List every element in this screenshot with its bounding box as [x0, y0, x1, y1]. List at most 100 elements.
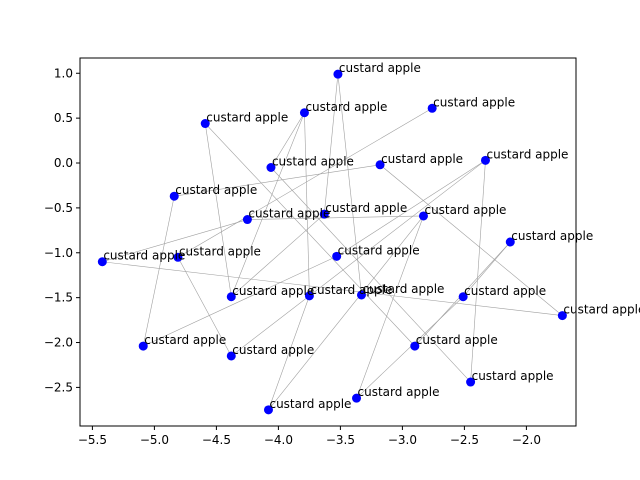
point-label: custard apple — [175, 183, 257, 197]
point-label: custard apple — [339, 61, 421, 75]
data-point — [266, 163, 276, 173]
x-tick-label: −4.0 — [264, 433, 293, 447]
point-label: custard apple — [232, 284, 314, 298]
data-point — [226, 351, 236, 361]
data-point — [418, 211, 428, 221]
point-label: custard apple — [511, 229, 593, 243]
connection-line — [102, 219, 248, 263]
data-point — [375, 160, 385, 170]
data-point — [458, 292, 468, 302]
data-point — [319, 209, 329, 219]
point-label: custard apple — [206, 111, 288, 125]
data-point — [332, 251, 342, 261]
connection-line — [142, 196, 175, 347]
data-point — [410, 341, 420, 351]
y-tick-label: 1.0 — [54, 66, 73, 80]
data-point — [299, 108, 309, 118]
point-label: custard apple — [103, 249, 185, 263]
point-label: custard apple — [486, 147, 568, 161]
x-tick-label: −5.0 — [140, 433, 169, 447]
y-axis: 1.0 0.5 0.0 −0.5 −1.0 −1.5 −2.0 −2.5 — [44, 66, 80, 394]
connection-line — [102, 261, 563, 316]
point-label: custard apple — [563, 303, 640, 317]
point-label: custard apple — [381, 152, 463, 166]
connection-line — [336, 160, 486, 257]
point-label: custard apple — [416, 333, 498, 347]
data-point — [480, 155, 490, 165]
connection-line — [356, 215, 424, 399]
connection-line — [231, 160, 486, 357]
x-tick-label: −2.0 — [512, 433, 541, 447]
data-point — [557, 311, 567, 321]
point-label: custard apple — [424, 203, 506, 217]
data-point — [427, 103, 437, 113]
data-points — [97, 69, 567, 415]
connection-line — [205, 123, 416, 347]
point-label: custard apple — [232, 343, 314, 357]
connection-line — [270, 167, 471, 383]
data-point — [226, 292, 236, 302]
data-point — [352, 393, 362, 403]
data-point — [263, 405, 273, 415]
point-label: custard apple — [144, 333, 226, 347]
data-point — [356, 290, 366, 300]
point-label: custard apple — [362, 282, 444, 296]
data-point — [97, 257, 107, 267]
point-label: custard apple — [358, 385, 440, 399]
y-tick-label: −1.5 — [44, 291, 73, 305]
connection-line — [177, 257, 232, 357]
data-point — [138, 341, 148, 351]
point-label: custard apple — [272, 155, 354, 169]
connection-line — [231, 213, 325, 297]
connection-line — [268, 295, 310, 410]
y-tick-label: −2.0 — [44, 336, 73, 350]
point-label: custard apple — [305, 100, 387, 114]
data-point — [505, 237, 515, 247]
point-label: custard apple — [248, 207, 330, 221]
data-point — [173, 252, 183, 262]
connection-line — [143, 256, 337, 347]
x-tick-label: −3.5 — [326, 433, 355, 447]
data-point — [466, 377, 476, 387]
connection-line — [356, 296, 464, 399]
connection-line — [337, 74, 362, 295]
connection-line — [204, 123, 232, 297]
x-tick-label: −4.5 — [202, 433, 231, 447]
connection-line — [323, 74, 339, 215]
data-point — [304, 291, 314, 301]
point-label: custard apple — [433, 95, 515, 109]
point-label: custard apple — [310, 283, 392, 297]
y-tick-label: 0.0 — [54, 156, 73, 170]
connection-line — [177, 108, 433, 258]
point-label: custard apple — [325, 201, 407, 215]
connection-line — [379, 164, 563, 316]
y-tick-label: −1.0 — [44, 246, 73, 260]
x-tick-label: −5.5 — [78, 433, 107, 447]
connection-line — [462, 241, 511, 297]
x-tick-label: −2.5 — [450, 433, 479, 447]
point-label: custard apple — [472, 369, 554, 383]
plot-frame — [79, 57, 577, 427]
data-point — [333, 69, 343, 79]
x-tick-label: −3.0 — [388, 433, 417, 447]
connection-line — [470, 160, 486, 383]
x-axis: −5.5 −5.0 −4.5 −4.0 −3.5 −3.0 −2.5 −2.0 — [78, 426, 541, 447]
y-tick-label: −2.5 — [44, 380, 73, 394]
data-point — [169, 191, 179, 201]
point-label: custard apple — [338, 243, 420, 257]
connection-line — [270, 112, 305, 168]
data-point — [200, 119, 210, 129]
point-label: custard apple — [464, 284, 546, 298]
point-label: custard apple — [179, 244, 261, 258]
connection-line — [304, 112, 310, 296]
connection-line — [268, 215, 424, 411]
point-label: custard apple — [269, 397, 351, 411]
y-tick-label: 0.5 — [54, 111, 73, 125]
data-point — [242, 215, 252, 225]
connection-line — [247, 215, 424, 220]
y-tick-label: −0.5 — [44, 201, 73, 215]
connection-line — [174, 164, 381, 197]
connection-lines — [102, 74, 563, 411]
